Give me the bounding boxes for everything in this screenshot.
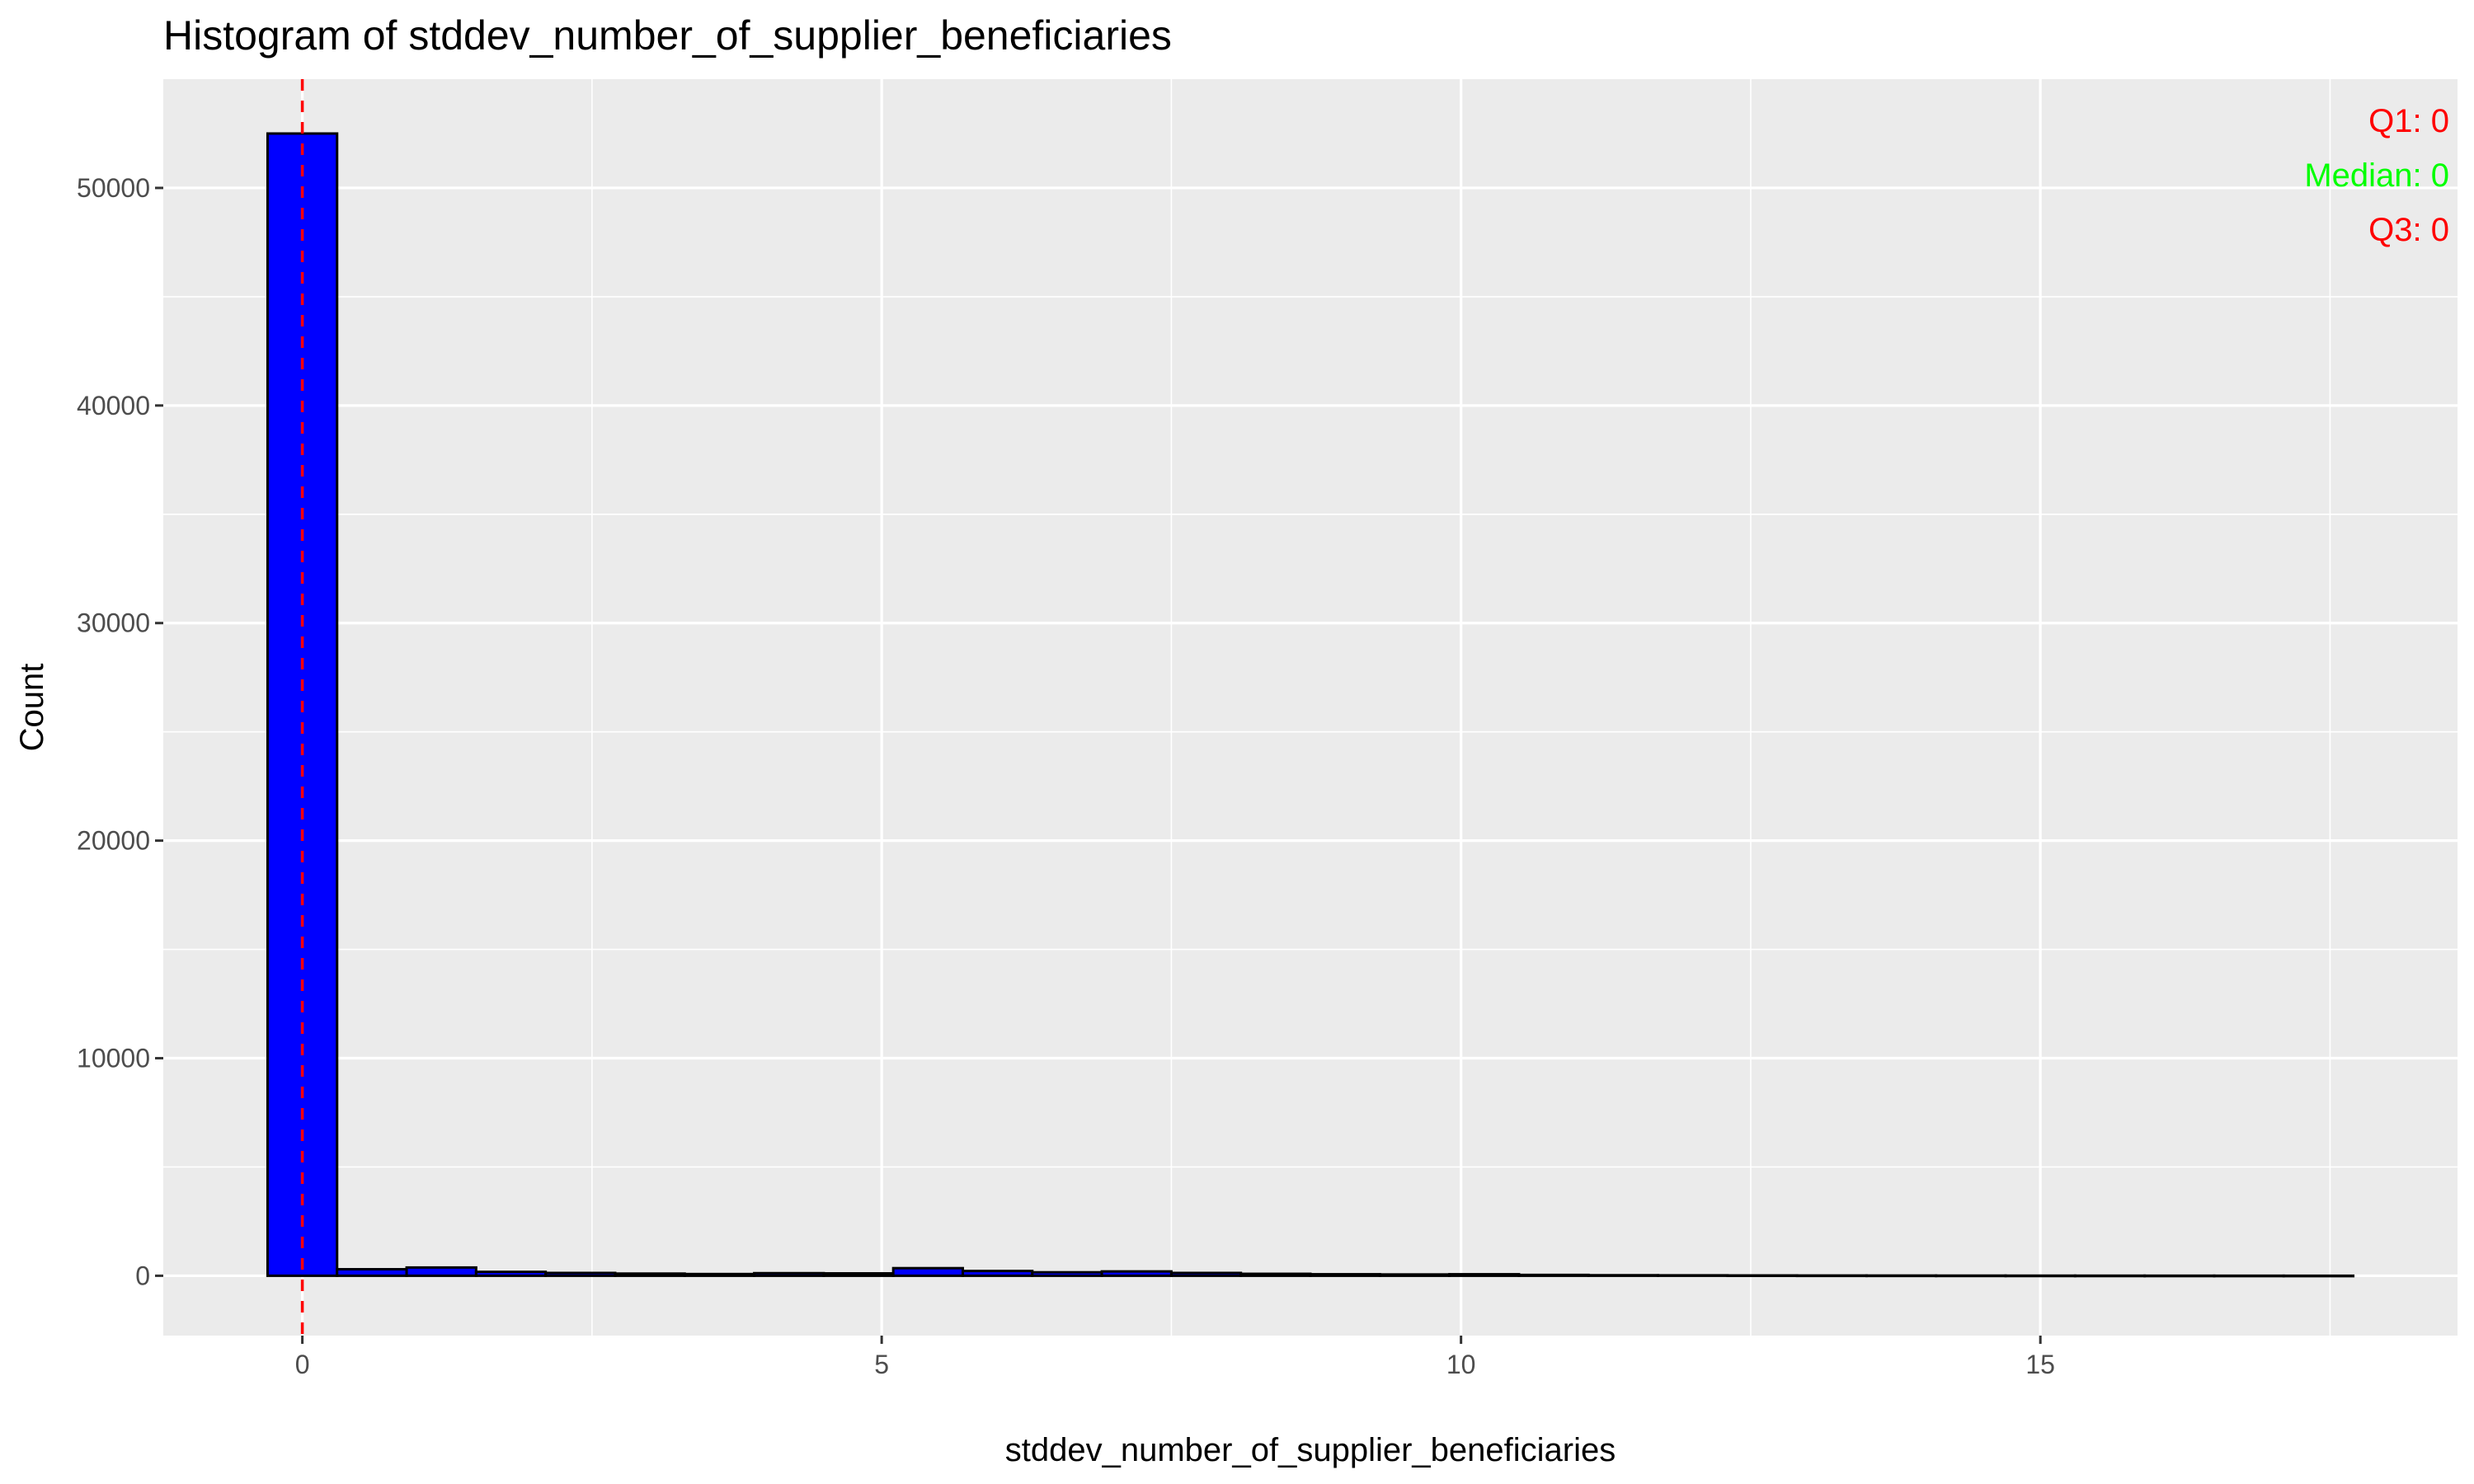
annotation-group: Q1: 0 Median: 0 Q3: 0: [2304, 103, 2449, 248]
y-tick-label: 50000: [77, 173, 150, 203]
y-tick-label: 40000: [77, 391, 150, 420]
histogram-bar: [1657, 1274, 1729, 1277]
x-tick-label: 10: [1446, 1350, 1476, 1379]
histogram-bar: [822, 1272, 895, 1277]
histogram-bar: [1448, 1273, 1521, 1277]
histogram-bar: [2004, 1274, 2077, 1278]
histogram-bar: [614, 1272, 686, 1277]
histogram-bar: [683, 1272, 756, 1277]
quartile-annotation: Median: 0: [2304, 157, 2449, 194]
histogram-bar: [1239, 1272, 1312, 1277]
histogram-bar: [961, 1270, 1034, 1277]
histogram-bar: [2143, 1274, 2216, 1278]
histogram-bar: [1309, 1273, 1381, 1277]
histogram-bar: [1935, 1274, 2007, 1278]
histogram-bar: [1587, 1274, 1660, 1277]
x-tick-label: 15: [2025, 1350, 2055, 1379]
chart-title: Histogram of stddev_number_of_supplier_b…: [163, 12, 1172, 59]
histogram-bar: [544, 1271, 617, 1277]
histogram-bar: [474, 1270, 548, 1277]
histogram-bar: [1726, 1274, 1799, 1278]
x-tick-label: 5: [874, 1350, 889, 1379]
histogram-bar: [1865, 1274, 1938, 1278]
y-tick-label: 10000: [77, 1044, 150, 1073]
histogram-bar: [2073, 1274, 2147, 1278]
y-axis-title: Count: [14, 664, 50, 752]
grid-minor: [163, 79, 2458, 1336]
y-tick-label: 0: [135, 1261, 150, 1290]
x-axis: 0 5 10 15: [295, 1336, 2055, 1379]
histogram-bar: [1378, 1273, 1451, 1277]
histogram-bar: [1169, 1271, 1243, 1277]
histogram-bar: [753, 1271, 825, 1277]
y-axis: 0 10000 20000 30000 40000 50000: [77, 173, 163, 1290]
histogram-bar: [336, 1268, 408, 1277]
histogram-bar: [1100, 1270, 1173, 1277]
x-axis-title: stddev_number_of_supplier_beneficiaries: [1005, 1432, 1616, 1468]
histogram-bar: [1031, 1270, 1103, 1277]
histogram-bar: [2213, 1274, 2285, 1278]
y-tick-label: 20000: [77, 826, 150, 856]
histogram-bar: [2282, 1274, 2355, 1278]
histogram-bar: [405, 1266, 477, 1277]
y-tick-label: 30000: [77, 608, 150, 638]
quartile-annotation: Q1: 0: [2368, 103, 2449, 139]
plot-panel: [163, 79, 2458, 1336]
histogram-bar: [1795, 1274, 1868, 1278]
histogram-bar: [891, 1266, 964, 1277]
x-tick-label: 0: [295, 1350, 310, 1379]
quartile-annotation: Q3: 0: [2368, 212, 2449, 248]
